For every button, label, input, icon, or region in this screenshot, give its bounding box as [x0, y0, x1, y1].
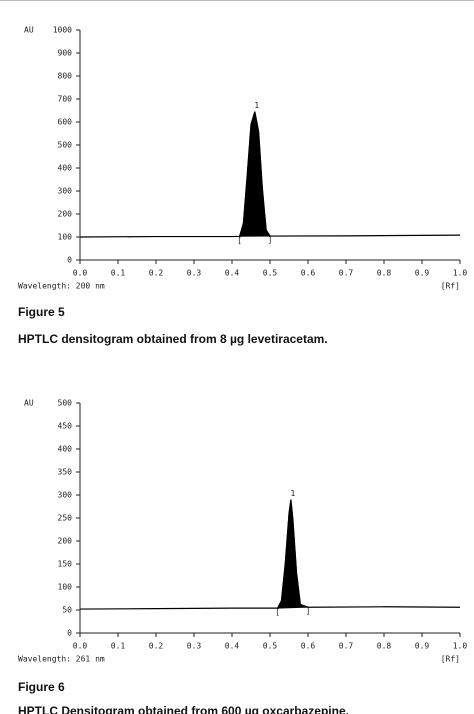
y-axis-label: AU	[24, 26, 34, 35]
peak-label: 1	[290, 489, 295, 498]
y-tick-label: 0	[67, 256, 72, 265]
x-tick-label: 0.6	[301, 269, 316, 278]
y-tick-label: 150	[58, 560, 73, 569]
y-tick-label: 400	[58, 445, 73, 454]
y-tick-label: 100	[58, 583, 73, 592]
y-tick-label: 600	[58, 118, 73, 127]
wavelength-label: Wavelength: 200 nm	[18, 282, 105, 291]
peak-bound: [	[237, 236, 242, 245]
x-tick-label: 0.0	[73, 269, 88, 278]
peak-bound: ]	[306, 607, 311, 616]
x-tick-label: 0.4	[225, 269, 240, 278]
x-tick-label: 0.0	[73, 642, 88, 651]
peak-label: 1	[254, 101, 259, 110]
wavelength-label: Wavelength: 261 nm	[18, 655, 105, 664]
x-tick-label: 0.1	[111, 269, 126, 278]
y-tick-label: 500	[58, 141, 73, 150]
y-axis-label: AU	[24, 399, 34, 408]
figure-caption: HPTLC Densitogram obtained from 600 µg o…	[18, 704, 349, 714]
x-tick-label: 0.3	[187, 642, 202, 651]
x-tick-label: 0.8	[377, 269, 392, 278]
trace	[79, 499, 461, 610]
y-tick-label: 450	[58, 422, 73, 431]
x-tick-label: 0.2	[149, 642, 164, 651]
y-tick-label: 900	[58, 49, 73, 58]
x-tick-label: 0.9	[415, 269, 430, 278]
peak-bound: ]	[268, 236, 273, 245]
y-tick-label: 200	[58, 537, 73, 546]
x-tick-label: 0.7	[339, 269, 354, 278]
y-tick-label: 0	[67, 629, 72, 638]
trace	[79, 111, 461, 238]
x-tick-label: 0.2	[149, 269, 164, 278]
y-tick-label: 350	[58, 468, 73, 477]
y-tick-label: 800	[58, 72, 73, 81]
y-tick-label: 300	[58, 187, 73, 196]
y-tick-label: 250	[58, 514, 73, 523]
figure-caption: HPTLC densitogram obtained from 8 µg lev…	[18, 332, 328, 346]
y-tick-label: 50	[62, 606, 72, 615]
x-tick-label: 1.0	[453, 642, 468, 651]
x-tick-label: 0.6	[301, 642, 316, 651]
figure-label: Figure 6	[18, 680, 65, 694]
x-tick-label: 0.3	[187, 269, 202, 278]
peak-bound: [	[275, 608, 280, 617]
x-tick-label: 0.1	[111, 642, 126, 651]
x-tick-label: 0.5	[263, 642, 278, 651]
x-tick-label: 0.5	[263, 269, 278, 278]
y-tick-label: 700	[58, 95, 73, 104]
x-tick-label: 0.7	[339, 642, 354, 651]
y-tick-label: 500	[58, 399, 73, 408]
y-tick-label: 200	[58, 210, 73, 219]
figure-label: Figure 5	[18, 305, 65, 319]
x-tick-label: 0.9	[415, 642, 430, 651]
x-tick-label: 1.0	[453, 269, 468, 278]
x-tick-label: 0.4	[225, 642, 240, 651]
x-tick-label: 0.8	[377, 642, 392, 651]
y-tick-label: 100	[58, 233, 73, 242]
x-axis-label: [Rf]	[441, 282, 460, 291]
y-tick-label: 1000	[53, 26, 72, 35]
y-tick-label: 300	[58, 491, 73, 500]
x-axis-label: [Rf]	[441, 655, 460, 664]
y-tick-label: 400	[58, 164, 73, 173]
